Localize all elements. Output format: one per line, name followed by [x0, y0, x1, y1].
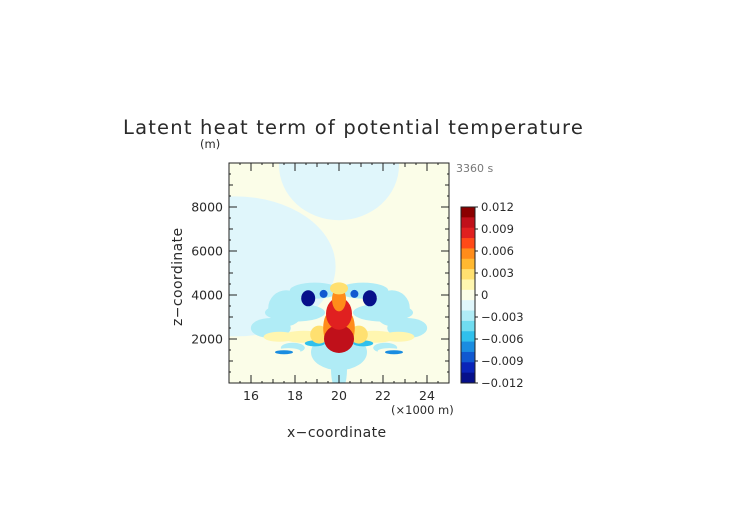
colorbar-tick-label: 0.006	[481, 244, 514, 258]
heatmap-field	[229, 163, 428, 383]
colorbar-swatch	[461, 279, 475, 291]
y-axis-title: z−coordinate	[170, 227, 186, 326]
heatmap-cell	[263, 331, 296, 342]
heatmap-cell	[301, 290, 316, 307]
colorbar-swatch	[461, 300, 475, 311]
colorbar-tick-label: 0.012	[481, 200, 514, 214]
colorbar-swatch	[461, 310, 475, 322]
colorbar-swatch	[461, 207, 475, 218]
colorbar-tick-label: −0.012	[481, 376, 524, 390]
y-tick-label: 6000	[191, 244, 223, 259]
colorbar-tick-label: 0.003	[481, 266, 514, 280]
colorbar-tick-label: −0.006	[481, 332, 524, 346]
chart-title: Latent heat term of potential temperatur…	[123, 116, 584, 139]
colorbar-swatch	[461, 341, 475, 353]
colorbar-swatch	[461, 372, 475, 384]
colorbar-swatch	[461, 258, 475, 270]
colorbar-swatch	[461, 331, 475, 342]
heatmap-cell	[350, 289, 359, 298]
x-tick-label: 22	[375, 388, 391, 403]
colorbar-swatch	[461, 217, 475, 229]
colorbar: 0.012 0.009 0.006 0.003 0 −0.003 −0.006 −0.009 −…	[460, 200, 524, 390]
heatmap-cell	[324, 325, 354, 353]
y-unit-label: (m)	[200, 137, 220, 151]
colorbar-swatch	[461, 351, 475, 363]
heatmap-cell	[279, 163, 399, 221]
heatmap-cell	[319, 289, 328, 298]
colorbar-swatch	[461, 248, 475, 260]
x-unit-label: (×1000 m)	[391, 403, 454, 417]
heatmap-cell	[326, 297, 352, 330]
y-tick-label: 4000	[191, 288, 223, 303]
colorbar-tick-label: −0.009	[481, 354, 524, 368]
axes: 16 18 20 22 24 2000 4000 6000 8000	[191, 162, 450, 403]
heatmap-cell	[353, 303, 413, 322]
colorbar-swatch	[461, 320, 475, 332]
x-tick-label: 18	[287, 388, 303, 403]
time-label: 3360 s	[456, 162, 493, 175]
colorbar-swatch	[461, 269, 475, 280]
colorbar-swatch	[461, 227, 475, 239]
heatmap-cell	[385, 350, 403, 355]
colorbar-swatch	[461, 238, 475, 249]
y-tick-label: 2000	[191, 332, 223, 347]
x-tick-label: 16	[243, 388, 259, 403]
heatmap-cell	[265, 303, 325, 322]
colorbar-swatch	[461, 362, 475, 374]
colorbar-swatch	[461, 289, 475, 301]
colorbar-tick-label: −0.003	[481, 310, 524, 324]
heatmap-cell	[362, 290, 377, 307]
x-axis-title: x−coordinate	[287, 425, 387, 441]
heatmap-cell	[330, 282, 348, 295]
colorbar-tick-label: 0	[481, 288, 488, 302]
colorbar-tick-label: 0.009	[481, 222, 514, 236]
x-tick-label: 24	[419, 388, 435, 403]
x-tick-label: 20	[331, 388, 347, 403]
heatmap-cell	[382, 331, 415, 342]
y-tick-label: 8000	[191, 200, 223, 215]
heatmap-cell	[275, 350, 293, 355]
